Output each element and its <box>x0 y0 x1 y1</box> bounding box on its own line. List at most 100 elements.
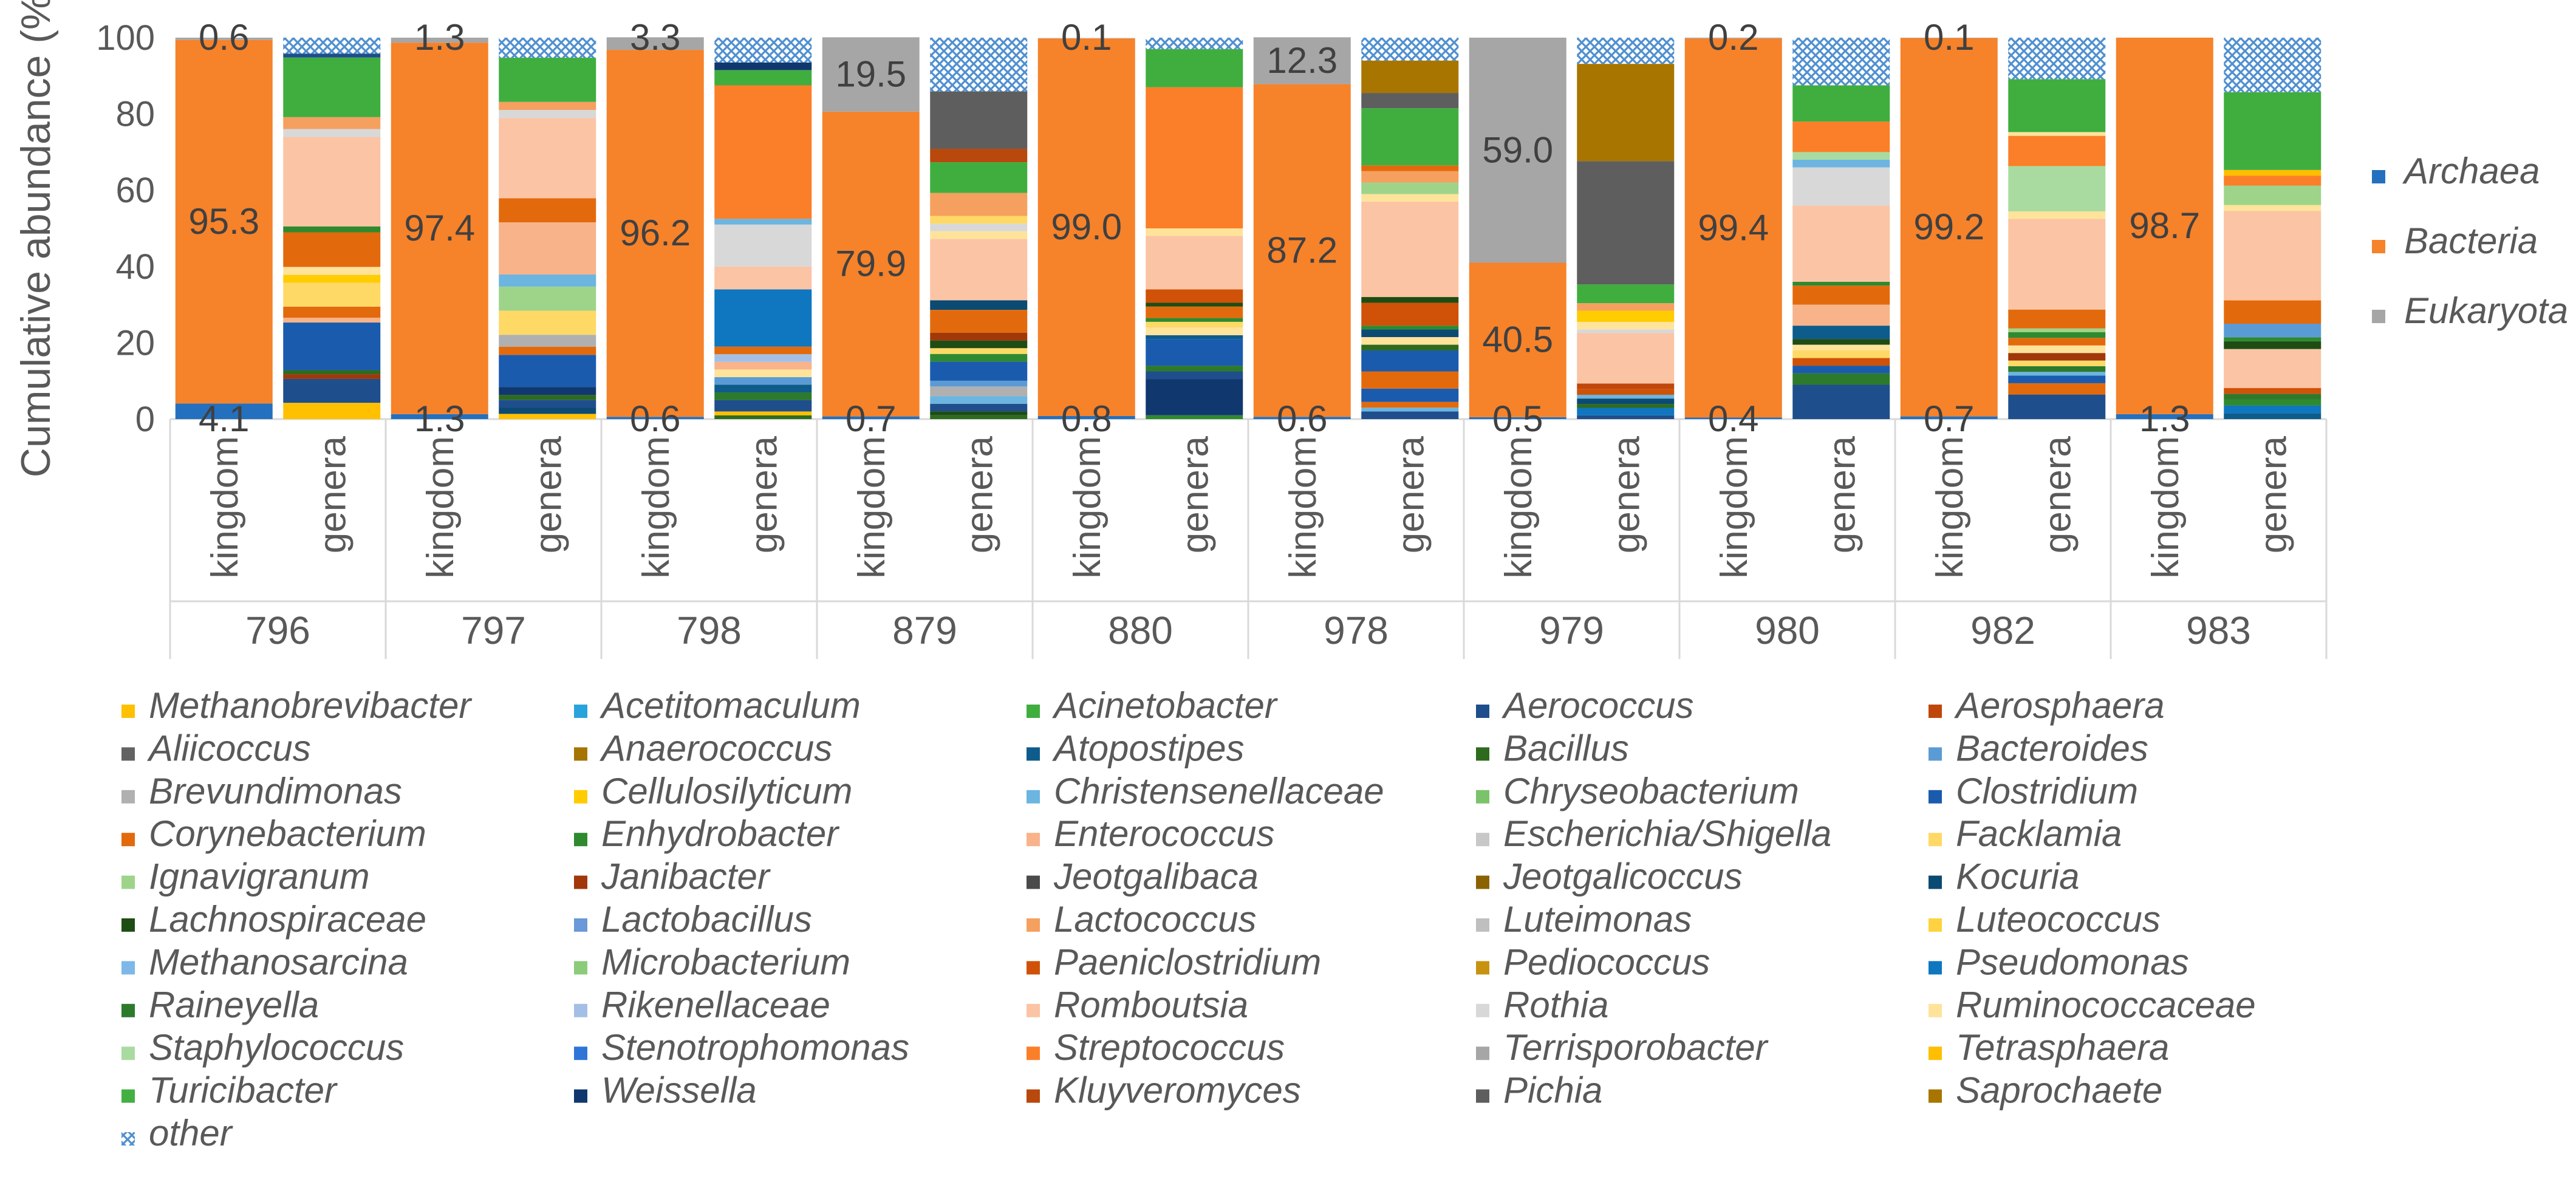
bar-978-genera-corynebacterium-16 <box>1361 165 1459 171</box>
bar-978-genera-christensenellaceae-1 <box>1361 408 1459 412</box>
bar-982-genera-ruminococcaceae-7 <box>2008 345 2106 353</box>
bar-796-genera-enterococcus-5 <box>283 318 381 323</box>
bar-879-genera-other-21 <box>930 38 1028 92</box>
genera-legend-swatch-saprochaete <box>1929 1089 1942 1103</box>
bar-879-genera-facklamia-8 <box>930 348 1028 354</box>
bar-880-genera-other-16 <box>1146 38 1243 49</box>
bar-798-genera-rikenellaceae-8 <box>714 354 812 362</box>
bar-978-genera-paeniclostridium-10 <box>1361 302 1459 326</box>
bar-798-genera-rothia-12 <box>714 224 812 267</box>
data-label-978-eukaryota: 12.3 <box>1266 40 1338 81</box>
genera-legend-swatch-clostridium <box>1929 790 1942 804</box>
bar-983-genera-acinetobacter-15 <box>2224 92 2321 170</box>
bar-797-genera-bacillus-3 <box>499 395 596 400</box>
bar-980-genera-facklamia-4 <box>1792 350 1890 358</box>
data-label-983-bacteria: 98.7 <box>2129 205 2200 246</box>
genera-legend-swatch-ignavigranum <box>121 875 135 889</box>
category-label-978-kingdom: kingdom <box>1282 436 1324 578</box>
genera-legend-swatch-corynebacterium <box>121 833 135 847</box>
genera-legend-swatch-paeniclostridium <box>1027 961 1040 975</box>
genera-legend-swatch-anaerococcus <box>574 747 587 761</box>
bar-983-genera-bacteroides-8 <box>2224 324 2321 338</box>
genera-legend-label-terrisporobacter: Terrisporobacter <box>1503 1027 1769 1068</box>
bar-978-genera-ignavigranum-14 <box>1361 182 1459 194</box>
group-label-978: 978 <box>1324 609 1389 652</box>
category-label-982-kingdom: kingdom <box>1929 436 1971 578</box>
genera-legend-label-corynebacterium: Corynebacterium <box>149 813 426 854</box>
y-tick-label-60: 60 <box>115 171 155 210</box>
bar-880-genera-lachnospiraceae-10 <box>1146 302 1243 307</box>
bar-879-genera-rothia-15 <box>930 224 1028 231</box>
data-label-979-archaea: 0.5 <box>1492 398 1543 439</box>
genera-legend-label-paeniclostridium: Paeniclostridium <box>1054 941 1321 982</box>
bar-879-genera-aerococcus-2 <box>930 403 1028 412</box>
bar-978-kingdom-archaea <box>1253 417 1351 419</box>
genera-legend-label-pichia: Pichia <box>1503 1070 1602 1111</box>
genera-legend-swatch-chryseobacterium <box>1476 790 1489 804</box>
bar-879-genera-lachnospiraceae-9 <box>930 340 1028 349</box>
bar-982-genera-aerococcus-0 <box>2008 394 2106 419</box>
bar-979-genera-acinetobacter-12 <box>1577 284 1675 304</box>
category-label-880-genera: genera <box>1174 435 1216 553</box>
bar-978-genera-other-20 <box>1361 38 1459 61</box>
genera-legend-swatch-bacteroides <box>1929 747 1942 761</box>
kingdom-legend: Archaea Bacteria Eukaryota <box>2372 151 2568 331</box>
bar-797-genera-corynebacterium-12 <box>499 198 596 223</box>
data-label-979-bacteria: 40.5 <box>1482 319 1553 360</box>
genera-legend-swatch-facklamia <box>1929 833 1942 847</box>
data-label-798-archaea: 0.6 <box>630 398 680 439</box>
bar-796-genera-aerococcus-16 <box>283 53 381 58</box>
category-label-797-genera: genera <box>527 435 569 553</box>
data-label-879-eukaryota: 19.5 <box>835 54 906 95</box>
bar-880-genera-facklamia-7 <box>1146 321 1243 328</box>
bar-797-genera-christensenellaceae-10 <box>499 275 596 287</box>
genera-legend-swatch-kluyveromyces <box>1027 1089 1040 1103</box>
data-label-797-archaea: 1.3 <box>414 398 465 439</box>
data-label-880-eukaryota: 0.1 <box>1061 17 1112 58</box>
group-label-798: 798 <box>677 609 742 652</box>
bar-980-genera-atopostipes-7 <box>1792 326 1890 340</box>
bar-880-kingdom-archaea <box>1037 415 1135 419</box>
data-label-978-archaea: 0.6 <box>1277 398 1327 439</box>
bar-979-genera-romboutsia-7 <box>1577 333 1675 384</box>
bar-980-genera-rothia-12 <box>1792 167 1890 206</box>
bar-798-genera-bacillus-0 <box>714 415 812 419</box>
bar-880-genera-paeniclostridium-11 <box>1146 289 1243 303</box>
genera-legend-swatch-other <box>121 1132 135 1146</box>
bar-798-genera-christensenellaceae-13 <box>714 219 812 225</box>
bar-982-genera-ruminococcaceae-13 <box>2008 211 2106 219</box>
bar-880-genera-atopostipes-5 <box>1146 335 1243 340</box>
kingdom-legend-label-eukaryota: Eukaryota <box>2404 290 2568 331</box>
bar-979-genera-ruminococcaceae-9 <box>1577 321 1675 330</box>
bar-979-genera-other-15 <box>1577 38 1675 64</box>
category-label-982-genera: genera <box>2037 435 2079 553</box>
bar-980-genera-romboutsia-11 <box>1792 205 1890 282</box>
bar-983-genera-pseudomonas-1 <box>2224 405 2321 414</box>
kingdom-legend-swatch-eukaryota <box>2372 310 2385 323</box>
genera-legend-swatch-luteimonas <box>1476 918 1489 932</box>
genera-legend-swatch-weissella <box>574 1089 587 1103</box>
data-label-796-eukaryota: 0.6 <box>199 17 249 58</box>
data-label-798-bacteria: 96.2 <box>620 213 691 253</box>
bar-796-genera-bacillus-3 <box>283 370 381 375</box>
bar-879-genera-bacteroides-5 <box>930 380 1028 387</box>
bar-796-genera-janibacter-2 <box>283 374 381 379</box>
data-label-983-archaea: 1.3 <box>2139 398 2190 439</box>
bar-796-genera-corynebacterium-10 <box>283 232 381 267</box>
bar-978-genera-clostridium-5 <box>1361 350 1459 372</box>
bar-880-kingdom-bacteria <box>1037 38 1135 416</box>
bar-798-genera-pseudomonas-10 <box>714 289 812 347</box>
data-label-982-bacteria: 99.2 <box>1913 207 1984 247</box>
bar-880-genera-streptococcus-14 <box>1146 87 1243 228</box>
bar-797-genera-kocuria-1 <box>499 408 596 414</box>
genera-legend-label-kluyveromyces: Kluyveromyces <box>1054 1070 1301 1111</box>
data-label-980-archaea: 0.4 <box>1708 398 1758 439</box>
genera-legend-swatch-atopostipes <box>1027 747 1040 761</box>
bar-797-genera-enterococcus-11 <box>499 222 596 275</box>
bar-796-genera-methanobrevibacter-0 <box>283 403 381 419</box>
data-label-797-bacteria: 97.4 <box>404 208 475 248</box>
bar-879-genera-facklamia-16 <box>930 216 1028 224</box>
y-tick-label-80: 80 <box>115 95 155 134</box>
bar-798-genera-other-17 <box>714 38 812 63</box>
category-label-980-genera: genera <box>1821 435 1863 553</box>
